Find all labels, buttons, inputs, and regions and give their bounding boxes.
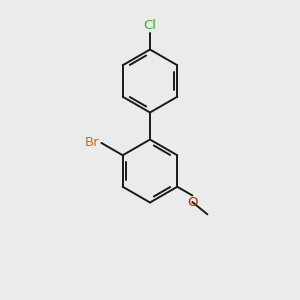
Text: O: O: [187, 196, 198, 209]
Text: Br: Br: [84, 136, 99, 149]
Text: Cl: Cl: [143, 19, 157, 32]
